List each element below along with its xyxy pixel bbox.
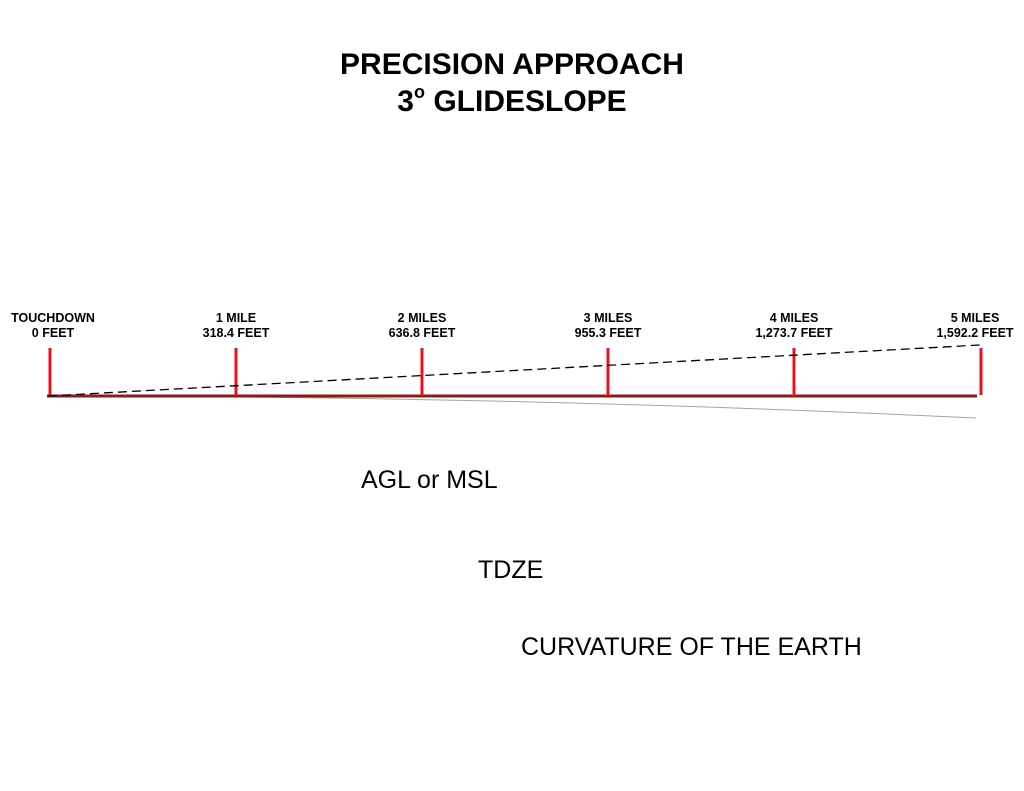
marker-distance: TOUCHDOWN xyxy=(11,311,95,325)
marker-height: 636.8 FEET xyxy=(388,326,456,340)
marker-height: 1,273.7 FEET xyxy=(755,326,833,340)
agl-msl-label: AGL or MSL xyxy=(361,466,498,494)
glideslope-label: GLIDESLOPE xyxy=(433,85,627,118)
marker-height: 955.3 FEET xyxy=(574,326,642,340)
marker-distance: 5 MILES xyxy=(950,311,1000,325)
marker-label-3-miles: 3 MILES 955.3 FEET xyxy=(575,311,642,341)
marker-label-4-miles: 4 MILES 1,273.7 FEET xyxy=(755,311,832,341)
marker-label-1-mile: 1 MILE 318.4 FEET xyxy=(203,311,270,341)
page-title: PRECISION APPROACH xyxy=(340,48,684,81)
marker-label-2-miles: 2 MILES 636.8 FEET xyxy=(389,311,456,341)
earth-curvature-label: CURVATURE OF THE EARTH xyxy=(521,633,862,661)
tdze-label: TDZE xyxy=(478,556,544,584)
marker-height: 318.4 FEET xyxy=(202,326,270,340)
glideslope-line xyxy=(47,344,981,397)
marker-label-touchdown: TOUCHDOWN 0 FEET xyxy=(11,311,95,341)
marker-distance: 1 MILE xyxy=(215,311,257,325)
marker-height: 0 FEET xyxy=(31,326,75,340)
marker-distance: 3 MILES xyxy=(583,311,633,325)
page-subtitle: 3o GLIDESLOPE xyxy=(0,83,1024,118)
glideslope-angle: 3 xyxy=(397,85,414,118)
marker-distance: 4 MILES xyxy=(769,311,819,325)
marker-distance: 2 MILES xyxy=(397,311,447,325)
marker-height: 1,592.2 FEET xyxy=(936,326,1014,340)
marker-label-5-miles: 5 MILES 1,592.2 FEET xyxy=(936,311,1013,341)
earth-curvature-line xyxy=(47,395,977,419)
degree-superscript: o xyxy=(413,82,425,102)
